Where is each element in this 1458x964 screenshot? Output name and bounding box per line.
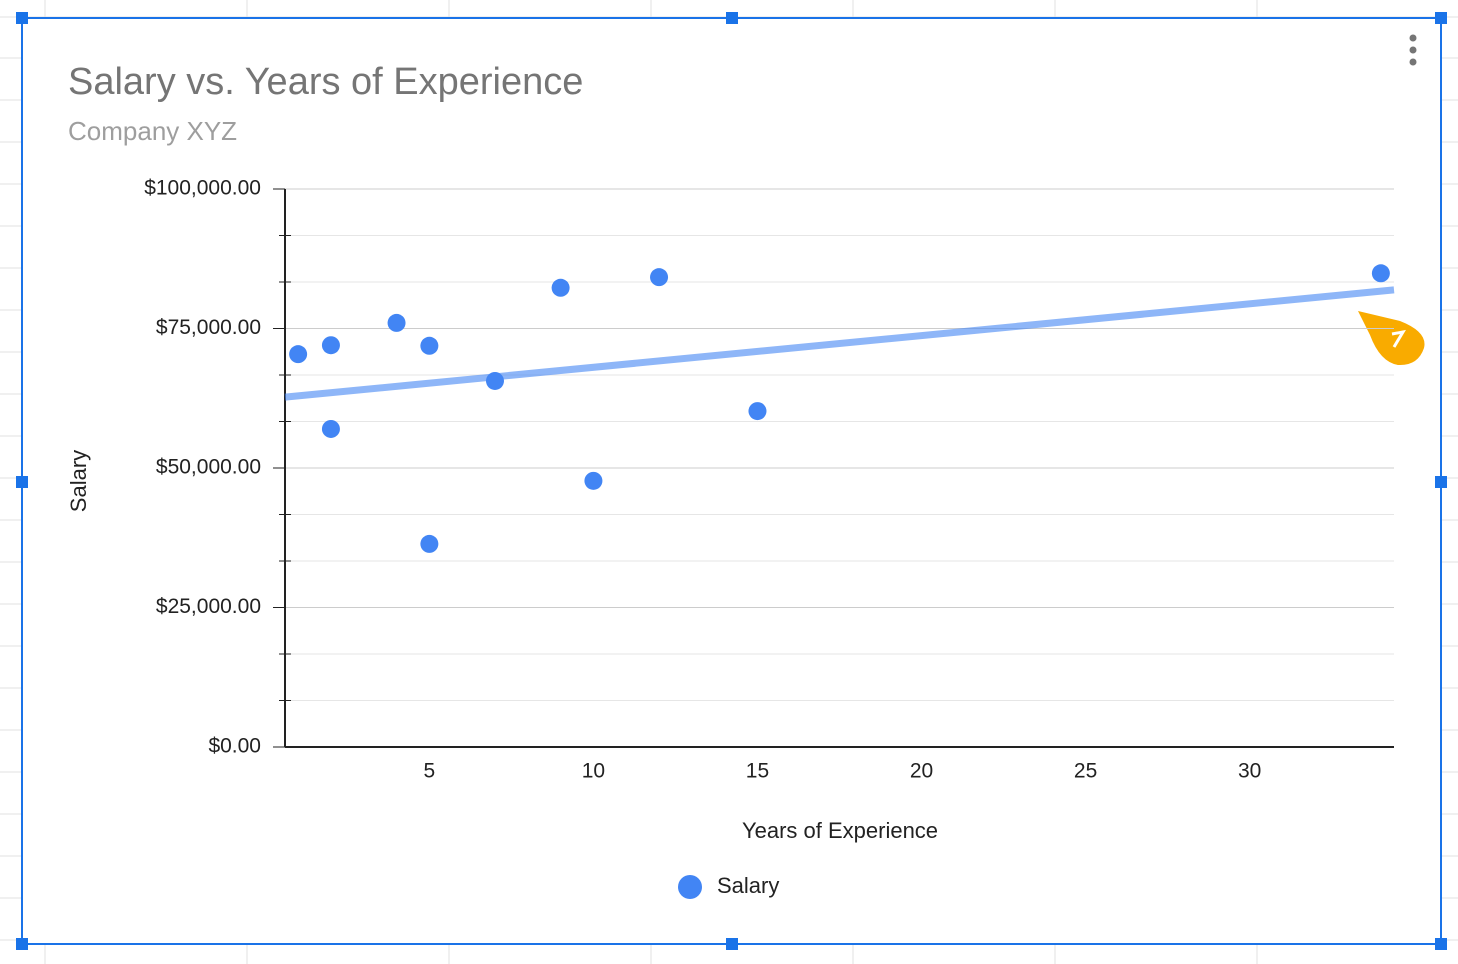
y-tick-label: $75,000.00 xyxy=(156,316,261,339)
y-tick-label: $100,000.00 xyxy=(144,177,261,200)
y-tick-label: $0.00 xyxy=(208,735,261,758)
trendline xyxy=(284,286,1395,401)
x-tick-label: 30 xyxy=(1238,760,1261,783)
x-tick-label: 25 xyxy=(1074,760,1097,783)
y-axis-label: Salary xyxy=(66,450,91,512)
x-tick-label: 20 xyxy=(910,760,933,783)
data-point xyxy=(420,534,439,553)
data-point xyxy=(650,268,669,287)
x-tick-label: 10 xyxy=(582,760,605,783)
y-tick-label: $25,000.00 xyxy=(156,595,261,618)
x-tick-label: 15 xyxy=(746,760,769,783)
chart-title: Salary vs. Years of Experience xyxy=(68,61,583,103)
data-point xyxy=(321,419,340,438)
y-tick-label: $50,000.00 xyxy=(156,456,261,479)
chart-subtitle: Company XYZ xyxy=(68,116,237,146)
data-point xyxy=(420,336,439,355)
data-point xyxy=(584,471,603,490)
data-point xyxy=(1371,264,1390,283)
comment-marker[interactable] xyxy=(1358,311,1425,366)
legend-marker xyxy=(678,875,702,899)
data-point xyxy=(551,278,570,297)
x-axis-label: Years of Experience xyxy=(742,818,938,843)
data-point xyxy=(321,336,340,355)
data-point xyxy=(748,402,767,421)
data-point xyxy=(289,345,308,364)
x-tick-label: 5 xyxy=(424,760,436,783)
menu-button[interactable] xyxy=(1409,34,1417,66)
data-point xyxy=(485,371,504,390)
chart-frame[interactable] xyxy=(21,17,1442,945)
resize-handles[interactable] xyxy=(16,12,1447,950)
data-point xyxy=(387,313,406,332)
legend-label: Salary xyxy=(717,873,779,898)
